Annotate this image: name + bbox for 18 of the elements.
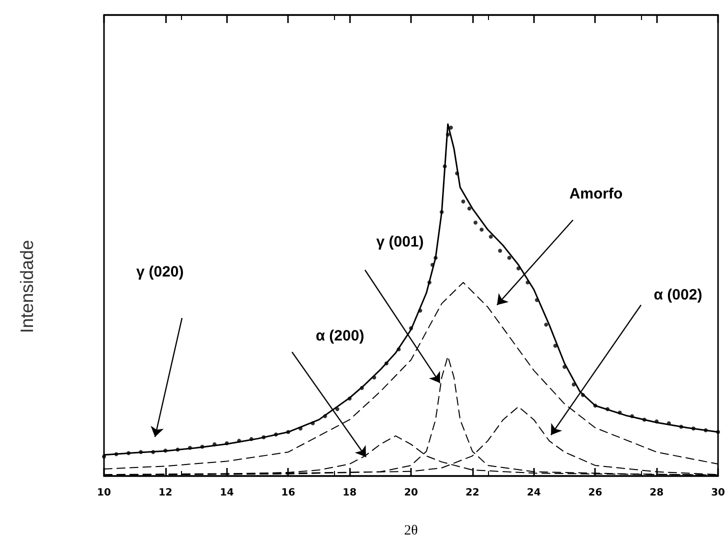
- x-tick-label: 18: [342, 488, 357, 498]
- annotation: α (200): [316, 328, 364, 344]
- x-tick-label: 16: [281, 488, 296, 498]
- x-axis-title: 2θ: [404, 524, 418, 538]
- annotation: γ (020): [136, 264, 184, 280]
- x-tick-label: 28: [650, 488, 664, 498]
- x-tick-label: 10: [97, 488, 111, 498]
- annotation: α (002): [654, 286, 702, 304]
- annotation: γ (001): [376, 234, 424, 250]
- x-tick-label: 22: [465, 488, 480, 498]
- x-tick-label: 14: [220, 488, 234, 498]
- x-tick-label: 20: [404, 488, 418, 498]
- y-axis-title: Intensidade: [17, 240, 37, 334]
- x-tick-label: 26: [588, 488, 602, 498]
- x-tick-label: 12: [158, 488, 172, 498]
- x-tick-label: 30: [711, 488, 726, 498]
- x-tick-label: 24: [526, 488, 541, 498]
- annotation: Amorfo: [569, 186, 623, 202]
